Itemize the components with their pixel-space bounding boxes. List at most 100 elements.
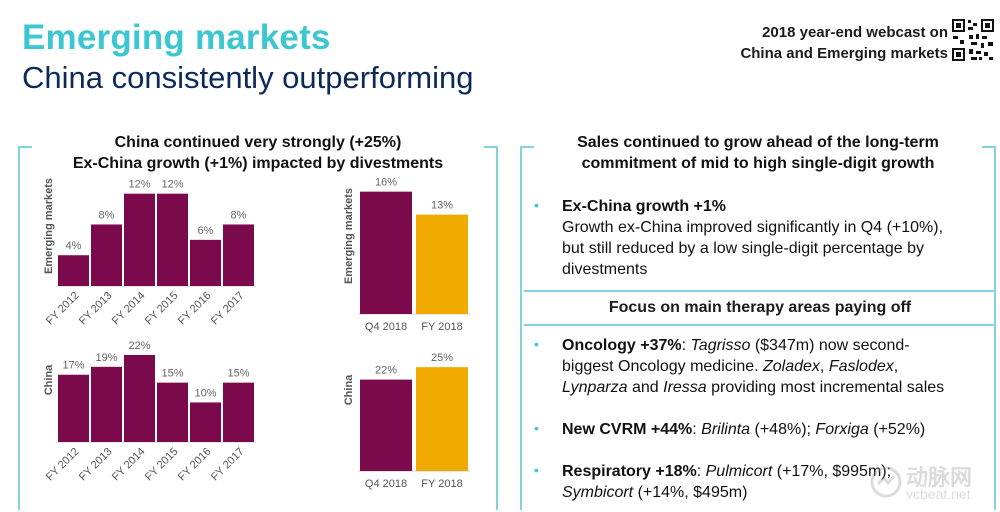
oncology-block: Oncology +37%: Tagrisso ($347m) now seco… (562, 335, 994, 398)
chart-category-label: FY 2016 (176, 290, 214, 328)
focus-band: Focus on main therapy areas paying off (524, 290, 996, 326)
chart-bar (91, 224, 122, 286)
chart-category-label: FY 2018 (421, 321, 462, 333)
webcast-note: 2018 year-end webcast on China and Emerg… (711, 22, 948, 64)
chart-axis-label: China (343, 374, 355, 405)
left-panel-border-top-right (484, 146, 498, 148)
exchina-line-2: but still reduced by a low single-digit … (562, 240, 924, 257)
chart-value-label: 15% (161, 368, 183, 380)
respiratory-sep: : (696, 463, 706, 480)
cvrm-block: New CVRM +44%: Brilinta (+48%); Forxiga … (562, 419, 994, 440)
chart-value-label: 13% (431, 200, 453, 212)
chart-value-label: 4% (66, 240, 82, 252)
oncology-l2-comma: , (819, 358, 829, 375)
chart-value-label: 10% (194, 387, 216, 399)
qr-code-icon[interactable] (951, 18, 995, 62)
pulmicort-text: (+17%, $995m); (772, 463, 892, 480)
oncology-line-1: Oncology +37%: Tagrisso ($347m) now seco… (562, 335, 994, 356)
left-panel-heading-line-2: Ex-China growth (+1%) impacted by divest… (72, 155, 444, 172)
left-panel-heading: China continued very strongly (+25%) Ex-… (20, 132, 496, 174)
tagrisso-text: ($347m) now second- (750, 337, 910, 354)
lynparza-name: Lynparza (562, 379, 628, 396)
chart-bar (416, 367, 468, 471)
forxiga-text: (+52%) (868, 421, 926, 438)
slide-title: Emerging markets (22, 18, 331, 57)
left-panel-heading-line-1: China continued very strongly (+25%) (114, 134, 402, 151)
chart-axis-label: China (43, 364, 55, 395)
tagrisso-name: Tagrisso (690, 337, 751, 354)
bullet-oncology: • (534, 336, 539, 352)
chart-category-label: FY 2012 (44, 446, 82, 484)
chart-category-label: FY 2017 (209, 290, 247, 328)
chart-axis-label: Emerging markets (343, 188, 355, 284)
chart-value-label: 8% (99, 209, 115, 221)
chart-bar (190, 239, 221, 286)
chart-bar (157, 382, 188, 442)
right-panel-border-top-left (520, 146, 534, 148)
chart-category-label: FY 2013 (77, 290, 115, 328)
right-panel-heading-line-2: commitment of mid to high single-digit g… (581, 155, 935, 172)
chart-china-2018: China 22% Q4 2018 25% FY 2018 (343, 352, 470, 490)
cvrm-sep: : (692, 421, 702, 438)
chart-bar (223, 224, 254, 286)
chart-category-label: FY 2017 (209, 446, 247, 484)
chart-bar (416, 214, 468, 314)
right-panel-heading: Sales continued to grow ahead of the lon… (522, 132, 994, 174)
chart-category-label: FY 2014 (110, 446, 148, 484)
chart-bar (58, 374, 89, 442)
chart-em-annual: Emerging markets 4% FY 2012 8% FY 2013 12% FY … (43, 178, 256, 328)
forxiga-name: Forxiga (815, 421, 869, 438)
chart-category-label: FY 2015 (143, 290, 181, 328)
chart-bar (124, 354, 155, 442)
pulmicort-name: Pulmicort (705, 463, 773, 480)
focus-band-text: Focus on main therapy areas paying off (608, 299, 912, 316)
bullet-cvrm: • (534, 420, 539, 436)
cvrm-label: New CVRM +44% (562, 421, 693, 438)
respiratory-line-1: Respiratory +18%: Pulmicort (+17%, $995m… (562, 461, 994, 482)
symbicort-text: (+14%, $495m) (633, 484, 748, 501)
brilinta-name: Brilinta (701, 421, 751, 438)
chart-value-label: 12% (128, 179, 150, 191)
chart-category-label: FY 2016 (176, 446, 214, 484)
webcast-line-2: China and Emerging markets (740, 45, 948, 62)
chart-bar (157, 193, 188, 286)
chart-value-label: 15% (227, 368, 249, 380)
chart-bar (124, 193, 155, 286)
respiratory-block: Respiratory +18%: Pulmicort (+17%, $995m… (562, 461, 994, 503)
chart-category-label: FY 2018 (421, 478, 462, 490)
exchina-line-3: divestments (562, 261, 648, 278)
exchina-block: Ex-China growth +1% Growth ex-China impr… (562, 196, 992, 280)
webcast-line-1: 2018 year-end webcast on (762, 24, 948, 41)
bullet-respiratory: • (534, 462, 539, 478)
chart-value-label: 22% (128, 340, 150, 352)
exchina-line-1: Growth ex-China improved significantly i… (562, 219, 944, 236)
chart-value-label: 17% (62, 360, 84, 372)
chart-bar (91, 366, 122, 442)
watermark-name: 动脉网 (906, 465, 973, 490)
right-panel-border-top-right (982, 146, 996, 148)
chart-value-label: 12% (161, 179, 183, 191)
chart-value-label: 16% (375, 177, 397, 189)
left-panel-border-top-left (18, 146, 32, 148)
chart-category-label: FY 2015 (143, 446, 181, 484)
chart-category-label: FY 2012 (44, 290, 82, 328)
chart-bar (223, 382, 254, 442)
chart-bar (360, 379, 412, 471)
respiratory-label: Respiratory +18% (562, 463, 697, 480)
symbicort-name: Symbicort (562, 484, 634, 501)
oncology-l2-comma2: , (893, 358, 899, 375)
chart-category-label: Q4 2018 (365, 478, 407, 490)
chart-category-label: FY 2013 (77, 446, 115, 484)
chart-bar (58, 255, 89, 286)
slide-subtitle: China consistently outperforming (22, 60, 474, 95)
respiratory-line-2: Symbicort (+14%, $495m) (562, 482, 994, 503)
chart-category-label: Q4 2018 (365, 321, 407, 333)
right-panel-border-right (994, 146, 996, 510)
chart-axis-label: Emerging markets (43, 178, 55, 274)
oncology-label: Oncology +37% (562, 337, 682, 354)
oncology-l3-and: and (627, 379, 664, 396)
chart-em-2018: Emerging markets 16% Q4 2018 13% FY 2018 (343, 177, 470, 333)
cvrm-line: New CVRM +44%: Brilinta (+48%); Forxiga … (562, 419, 994, 440)
left-panel-border-left (18, 146, 20, 510)
chart-value-label: 19% (95, 352, 117, 364)
